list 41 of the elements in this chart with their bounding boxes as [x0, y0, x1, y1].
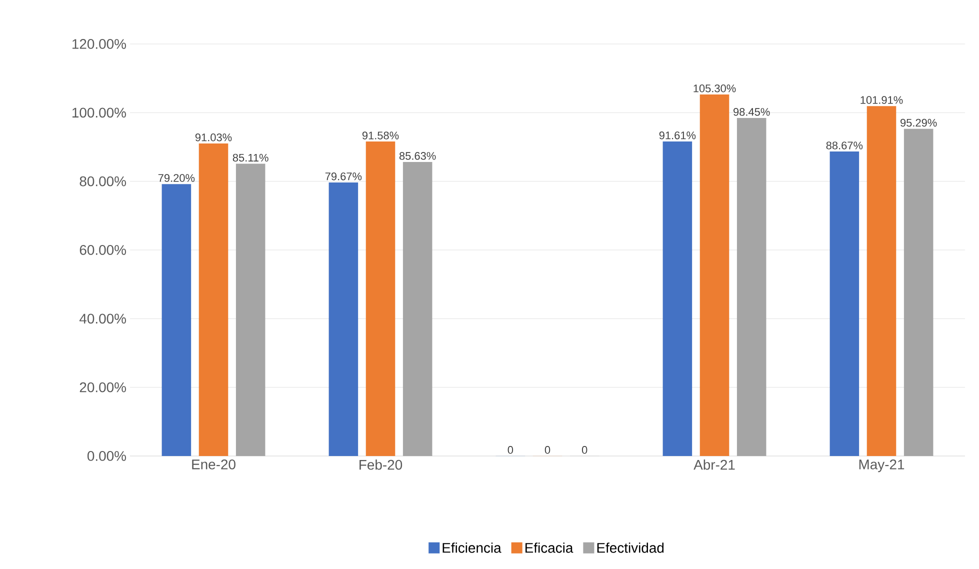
data-label: 0: [508, 446, 514, 454]
y-tick-label: 20.00%: [80, 382, 126, 392]
data-label: 101.91%: [860, 96, 903, 104]
x-tick-label: May-21: [859, 459, 904, 472]
legend-label: Efectividad: [597, 542, 664, 553]
bar: [830, 152, 860, 456]
bar: [198, 143, 228, 456]
data-label: 0: [544, 446, 550, 454]
data-label: 79.67%: [325, 172, 362, 180]
y-tick-label: 40.00%: [79, 314, 126, 324]
data-label: 105.30%: [694, 84, 736, 92]
data-label: 0: [582, 446, 588, 454]
x-tick-label: Abr-21: [694, 460, 735, 470]
data-label: 85.63%: [399, 152, 436, 160]
data-label: 79.20%: [158, 174, 195, 182]
y-tick-label: 0.00%: [87, 451, 126, 461]
data-label: 98.45%: [734, 108, 770, 116]
data-label: 91.03%: [195, 134, 232, 142]
y-tick-label: 100.00%: [72, 108, 126, 118]
legend-label: Eficacia: [525, 542, 574, 553]
bar: [904, 128, 934, 456]
bar: [402, 162, 432, 456]
bar: [662, 141, 692, 456]
bar: [236, 164, 266, 456]
x-tick-label: Ene-20: [192, 459, 236, 470]
legend-label: Eficiencia: [442, 542, 502, 553]
data-label: 91.61%: [659, 132, 696, 140]
y-tick-label: 60.00%: [80, 245, 126, 255]
bar: [736, 118, 766, 456]
bar: [328, 182, 358, 456]
bar: [366, 142, 396, 456]
data-label: 85.11%: [232, 154, 268, 162]
bar: [162, 184, 192, 456]
data-label: 91.58%: [362, 132, 399, 140]
data-label: 88.67%: [826, 142, 863, 150]
data-label: 95.29%: [900, 118, 937, 127]
y-tick-label: 80.00%: [80, 176, 126, 186]
bar: [700, 94, 730, 456]
bar: [866, 106, 896, 456]
x-tick-label: Feb-20: [360, 460, 402, 470]
y-tick-label: 120.00%: [72, 39, 126, 49]
